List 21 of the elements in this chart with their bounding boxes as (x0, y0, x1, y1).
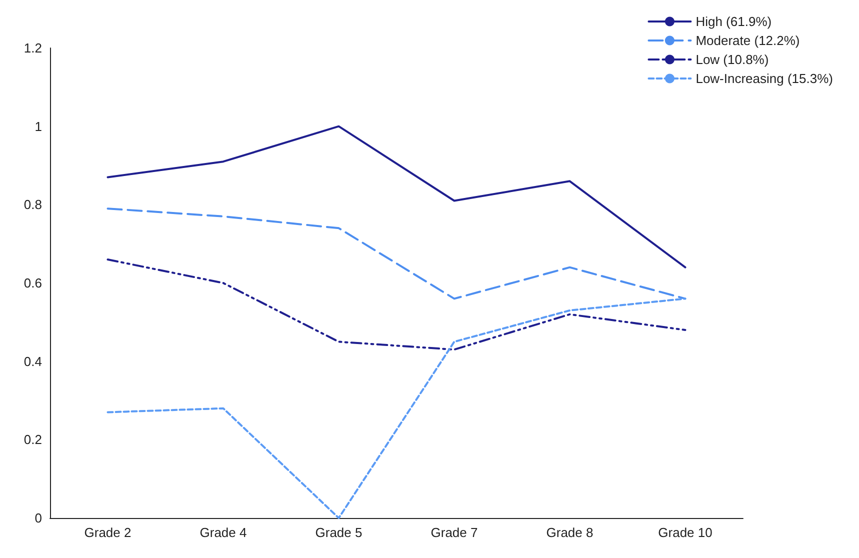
y-tick-label: 0 (34, 510, 42, 526)
legend-label: Low (10.8%) (696, 52, 769, 67)
x-tick-label: Grade 8 (546, 525, 594, 540)
legend-label: Low-Increasing (15.3%) (696, 71, 834, 86)
line-series (106, 258, 686, 351)
x-tick-label: Grade 4 (200, 525, 247, 540)
y-tick-label: 1 (34, 118, 42, 134)
legend-label: High (61.9%) (696, 14, 772, 29)
y-tick-label: 0.2 (24, 432, 42, 448)
x-tick-label: Grade 10 (658, 525, 712, 540)
x-tick-label: Grade 7 (430, 525, 478, 540)
line-series (106, 298, 686, 519)
y-tick-label: 1.2 (24, 40, 42, 56)
line-series (106, 208, 686, 300)
legend-label: Moderate (12.2%) (696, 33, 800, 48)
y-tick-label: 0.4 (24, 354, 42, 369)
line-series (106, 125, 686, 268)
y-tick-label: 0.8 (24, 197, 42, 212)
x-tick-label: Grade 5 (315, 525, 362, 540)
x-tick-label: Grade 2 (84, 525, 132, 540)
y-tick-label: 0.6 (24, 276, 42, 290)
